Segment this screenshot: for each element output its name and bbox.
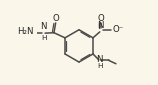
Text: N: N (96, 55, 103, 64)
Text: H: H (97, 63, 102, 69)
Text: H₂N: H₂N (18, 27, 34, 36)
Text: O: O (97, 14, 104, 23)
Text: N: N (97, 21, 104, 30)
Text: H: H (41, 35, 46, 41)
Text: O: O (53, 14, 59, 23)
Text: N: N (40, 22, 47, 31)
Text: O⁻: O⁻ (112, 25, 124, 34)
